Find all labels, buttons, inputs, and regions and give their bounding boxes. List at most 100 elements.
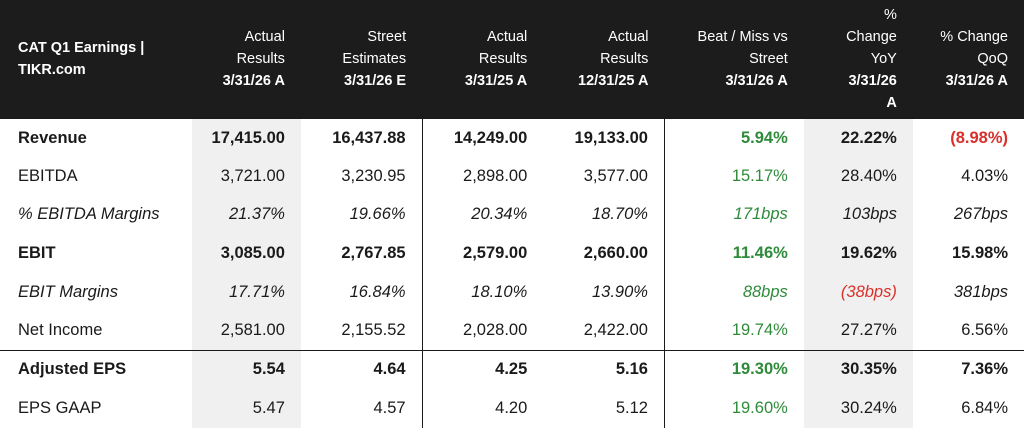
table-cell: 30.35% xyxy=(803,349,913,389)
table-cell: 6.56% xyxy=(961,321,1008,339)
table-cell: 3,085.00 xyxy=(191,234,301,273)
table-cell: 13.90% xyxy=(543,273,665,312)
header-row: CAT Q1 Earnings | TIKR.com Actual Result… xyxy=(0,0,1024,118)
col-header-line: Actual xyxy=(608,28,649,45)
table-cell: 3,577.00 xyxy=(543,157,665,196)
table-cell: 6.84% xyxy=(961,398,1008,417)
table-cell: 2,767.85 xyxy=(300,234,423,273)
table-cell: 19,133.00 xyxy=(543,117,665,157)
table-cell: 2,660.00 xyxy=(543,234,665,273)
table-cell: 3,721.00 xyxy=(191,157,301,196)
table-cell: 2,028.00 xyxy=(463,321,528,339)
table-cell: 88bps xyxy=(742,282,788,301)
row-label: EBIT Margins xyxy=(18,282,118,301)
table-cell: 21.37% xyxy=(191,195,301,234)
table-cell: 28.40% xyxy=(803,157,913,196)
table-cell: 5.54 xyxy=(191,349,301,389)
col-header-change-qoq: % Change QoQ 3/31/26 A xyxy=(913,0,1024,118)
col-header-line: Results xyxy=(600,50,649,67)
row-net-income: Net Income 2,581.00 2,155.52 2,028.00 2,… xyxy=(0,311,1024,350)
table-cell: 2,579.00 xyxy=(463,244,528,262)
row-ebit: EBIT 3,085.00 2,767.85 2,579.00 2,660.00… xyxy=(0,234,1024,273)
table-cell: 19.30% xyxy=(664,349,804,389)
table-cell: 4.03% xyxy=(961,166,1008,185)
table-cell: 267bps xyxy=(953,205,1008,224)
col-header-line: YoY xyxy=(870,50,897,67)
table-cell: 19.66% xyxy=(300,195,423,234)
table-cell: 14,249.00 xyxy=(422,117,544,157)
table-cell: 16,437.88 xyxy=(300,117,423,157)
table-cell: 19.74% xyxy=(731,321,788,339)
col-header-line: Actual xyxy=(486,28,528,45)
table-cell: 4.20 xyxy=(495,398,528,417)
table-cell: 5.94% xyxy=(664,117,804,157)
col-header-actual-q4-25: Actual Results 12/31/25 A xyxy=(543,0,664,118)
row-label: EPS GAAP xyxy=(18,398,102,417)
table-cell: 18.10% xyxy=(471,282,528,301)
table-cell: 2,581.00 xyxy=(191,311,301,350)
row-eps-gaap: EPS GAAP 5.47 4.57 4.20 5.12 19.60% 30.2… xyxy=(0,389,1024,428)
col-header-line: Street xyxy=(367,28,407,45)
col-header-date: A xyxy=(886,94,897,111)
col-header-line: % xyxy=(883,6,897,23)
col-header-line: QoQ xyxy=(977,50,1008,67)
col-header-line: Street xyxy=(749,50,788,67)
table-cell: 15.98% xyxy=(952,244,1008,262)
table-cell: 171bps xyxy=(733,205,788,224)
table-cell: 27.27% xyxy=(803,311,913,350)
row-ebitda: EBITDA 3,721.00 3,230.95 2,898.00 3,577.… xyxy=(0,157,1024,196)
table-cell: 103bps xyxy=(803,195,913,234)
col-header-line: Results xyxy=(478,50,528,67)
table-cell: 17.71% xyxy=(191,273,301,312)
table-cell: 2,898.00 xyxy=(463,166,528,185)
col-header-line: Estimates xyxy=(342,50,407,67)
col-header-line: Beat / Miss vs xyxy=(697,28,788,45)
table-cell: 5.47 xyxy=(191,389,301,428)
col-header-date: 3/31/25 A xyxy=(464,72,528,89)
table-title: CAT Q1 Earnings | TIKR.com xyxy=(0,0,192,118)
table-cell: 7.36% xyxy=(912,349,1024,389)
row-label: EBIT xyxy=(18,244,56,262)
table-cell: (8.98%) xyxy=(912,117,1024,157)
title-line-1: CAT Q1 Earnings | xyxy=(18,39,145,56)
col-header-actual-q1-25: Actual Results 3/31/25 A xyxy=(422,0,543,118)
row-adjusted-eps: Adjusted EPS 5.54 4.64 4.25 5.16 19.30% … xyxy=(0,349,1024,389)
table-cell: 15.17% xyxy=(731,166,788,185)
table-cell: 4.25 xyxy=(422,349,544,389)
col-header-street-estimates: Street Estimates 3/31/26 E xyxy=(301,0,422,118)
col-header-line: Results xyxy=(236,50,285,67)
table-cell: 4.57 xyxy=(300,389,423,428)
table-cell: 30.24% xyxy=(803,389,913,428)
table-cell: 5.16 xyxy=(543,349,665,389)
row-label: % EBITDA Margins xyxy=(18,205,160,224)
row-label: Net Income xyxy=(18,321,103,339)
col-header-date: 3/31/26 A xyxy=(945,72,1008,89)
table-cell: 4.64 xyxy=(300,349,423,389)
table-cell: 2,422.00 xyxy=(543,311,665,350)
table-cell: 5.12 xyxy=(543,389,665,428)
row-revenue: Revenue 17,415.00 16,437.88 14,249.00 19… xyxy=(0,117,1024,157)
col-header-date: 3/31/26 A xyxy=(725,72,788,89)
title-line-2: TIKR.com xyxy=(18,61,86,78)
row-ebitda-margins: % EBITDA Margins 21.37% 19.66% 20.34% 18… xyxy=(0,195,1024,234)
col-header-date: 3/31/26 xyxy=(848,72,897,89)
row-label: Adjusted EPS xyxy=(0,349,192,389)
col-header-beat-miss: Beat / Miss vs Street 3/31/26 A xyxy=(664,0,803,118)
col-header-line: Actual xyxy=(244,28,285,45)
table-cell: 17,415.00 xyxy=(191,117,301,157)
col-header-date: 3/31/26 A xyxy=(222,72,285,89)
table-cell: 2,155.52 xyxy=(300,311,423,350)
col-header-date: 12/31/25 A xyxy=(578,72,649,89)
row-label: Revenue xyxy=(0,117,192,157)
table-cell: 381bps xyxy=(953,282,1008,301)
row-ebit-margins: EBIT Margins 17.71% 16.84% 18.10% 13.90%… xyxy=(0,273,1024,312)
table-cell: 18.70% xyxy=(543,195,665,234)
row-label: EBITDA xyxy=(18,166,78,185)
table-cell: 16.84% xyxy=(300,273,423,312)
col-header-actual-q1-26: Actual Results 3/31/26 A xyxy=(192,0,301,118)
table-cell: 11.46% xyxy=(732,244,788,262)
table-cell: 20.34% xyxy=(471,205,528,224)
table-cell: 22.22% xyxy=(803,117,913,157)
col-header-line: % Change xyxy=(940,28,1008,45)
table-cell: 3,230.95 xyxy=(300,157,423,196)
